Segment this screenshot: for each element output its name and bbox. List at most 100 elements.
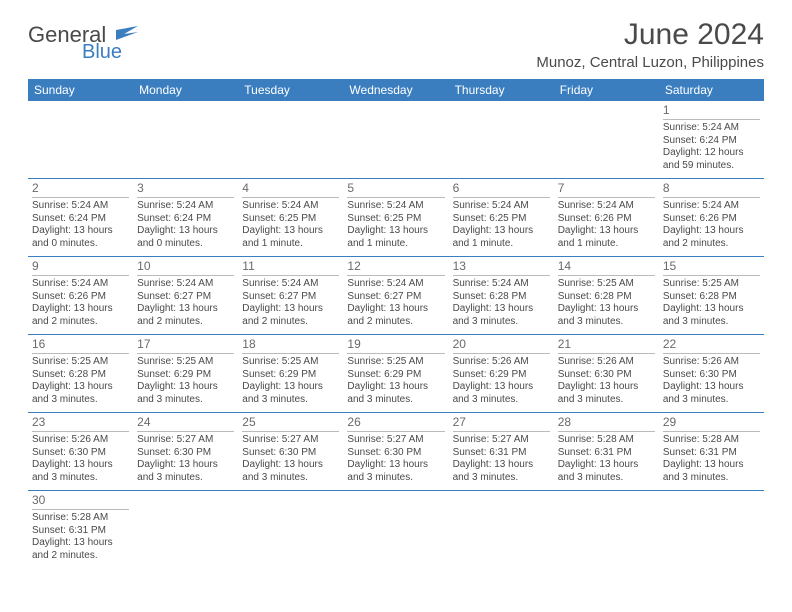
calendar-week-row: 1 Sunrise: 5:24 AMSunset: 6:24 PMDaylight… [28, 101, 764, 179]
day-header: Tuesday [238, 79, 343, 101]
day-details: Sunrise: 5:24 AMSunset: 6:26 PMDaylight:… [32, 278, 129, 328]
day-number: 9 [32, 259, 129, 276]
day-number: 1 [663, 103, 760, 120]
sunrise-text: Sunrise: 5:27 AM [242, 434, 339, 447]
calendar-cell [449, 491, 554, 569]
sunrise-text: Sunrise: 5:24 AM [663, 122, 760, 135]
sunset-text: Sunset: 6:24 PM [663, 135, 760, 148]
calendar-cell [238, 101, 343, 179]
daylight-text: Daylight: 13 hours and 3 minutes. [558, 381, 655, 406]
calendar-cell [554, 491, 659, 569]
daylight-text: Daylight: 13 hours and 3 minutes. [137, 459, 234, 484]
calendar-cell [554, 101, 659, 179]
sunrise-text: Sunrise: 5:26 AM [32, 434, 129, 447]
day-number: 18 [242, 337, 339, 354]
day-header: Friday [554, 79, 659, 101]
sunset-text: Sunset: 6:26 PM [32, 291, 129, 304]
calendar-cell: 20Sunrise: 5:26 AMSunset: 6:29 PMDayligh… [449, 335, 554, 413]
daylight-text: Daylight: 13 hours and 3 minutes. [453, 381, 550, 406]
day-details: Sunrise: 5:27 AMSunset: 6:30 PMDaylight:… [242, 434, 339, 484]
calendar-cell: 12Sunrise: 5:24 AMSunset: 6:27 PMDayligh… [343, 257, 448, 335]
sunrise-text: Sunrise: 5:28 AM [32, 512, 129, 525]
daylight-text: Daylight: 13 hours and 1 minute. [347, 225, 444, 250]
daylight-text: Daylight: 13 hours and 3 minutes. [663, 459, 760, 484]
day-number: 11 [242, 259, 339, 276]
calendar-week-row: 9Sunrise: 5:24 AMSunset: 6:26 PMDaylight… [28, 257, 764, 335]
calendar-cell: 2Sunrise: 5:24 AMSunset: 6:24 PMDaylight… [28, 179, 133, 257]
sunrise-text: Sunrise: 5:24 AM [242, 278, 339, 291]
day-number: 27 [453, 415, 550, 432]
daylight-text: Daylight: 13 hours and 3 minutes. [558, 459, 655, 484]
calendar-cell: 24Sunrise: 5:27 AMSunset: 6:30 PMDayligh… [133, 413, 238, 491]
sunset-text: Sunset: 6:29 PM [453, 369, 550, 382]
sunrise-text: Sunrise: 5:24 AM [558, 200, 655, 213]
calendar-cell: 21Sunrise: 5:26 AMSunset: 6:30 PMDayligh… [554, 335, 659, 413]
day-number: 15 [663, 259, 760, 276]
day-details: Sunrise: 5:27 AMSunset: 6:30 PMDaylight:… [347, 434, 444, 484]
calendar-cell: 8 Sunrise: 5:24 AMSunset: 6:26 PMDaylight… [659, 179, 764, 257]
calendar-cell: 15 Sunrise: 5:25 AMSunset: 6:28 PMDayligh… [659, 257, 764, 335]
sunrise-text: Sunrise: 5:24 AM [137, 200, 234, 213]
sunrise-text: Sunrise: 5:24 AM [32, 200, 129, 213]
calendar-table: Sunday Monday Tuesday Wednesday Thursday… [28, 79, 764, 568]
sunrise-text: Sunrise: 5:24 AM [137, 278, 234, 291]
calendar-cell: 6Sunrise: 5:24 AMSunset: 6:25 PMDaylight… [449, 179, 554, 257]
sunset-text: Sunset: 6:31 PM [32, 525, 129, 538]
sunset-text: Sunset: 6:29 PM [347, 369, 444, 382]
sunrise-text: Sunrise: 5:26 AM [558, 356, 655, 369]
day-header: Thursday [449, 79, 554, 101]
day-details: Sunrise: 5:25 AMSunset: 6:28 PMDaylight:… [32, 356, 129, 406]
calendar-cell: 25 Sunrise: 5:27 AMSunset: 6:30 PMDayligh… [238, 413, 343, 491]
daylight-text: Daylight: 13 hours and 0 minutes. [137, 225, 234, 250]
calendar-cell: 18Sunrise: 5:25 AMSunset: 6:29 PMDayligh… [238, 335, 343, 413]
calendar-cell: 11 Sunrise: 5:24 AMSunset: 6:27 PMDayligh… [238, 257, 343, 335]
day-details: Sunrise: 5:24 AMSunset: 6:26 PMDaylight:… [663, 200, 760, 250]
day-number: 16 [32, 337, 129, 354]
sunset-text: Sunset: 6:26 PM [558, 213, 655, 226]
day-details: Sunrise: 5:28 AMSunset: 6:31 PMDaylight:… [32, 512, 129, 562]
daylight-text: Daylight: 13 hours and 3 minutes. [242, 459, 339, 484]
calendar-cell: 14Sunrise: 5:25 AMSunset: 6:28 PMDayligh… [554, 257, 659, 335]
calendar-cell: 9 Sunrise: 5:24 AMSunset: 6:26 PMDaylight… [28, 257, 133, 335]
sunset-text: Sunset: 6:31 PM [558, 447, 655, 460]
sunrise-text: Sunrise: 5:25 AM [347, 356, 444, 369]
day-header: Saturday [659, 79, 764, 101]
sunset-text: Sunset: 6:30 PM [347, 447, 444, 460]
sunset-text: Sunset: 6:30 PM [32, 447, 129, 460]
calendar-cell [449, 101, 554, 179]
calendar-cell: 19Sunrise: 5:25 AMSunset: 6:29 PMDayligh… [343, 335, 448, 413]
sunrise-text: Sunrise: 5:24 AM [347, 200, 444, 213]
sunrise-text: Sunrise: 5:24 AM [663, 200, 760, 213]
calendar-cell: 17Sunrise: 5:25 AMSunset: 6:29 PMDayligh… [133, 335, 238, 413]
sunrise-text: Sunrise: 5:25 AM [137, 356, 234, 369]
day-number: 29 [663, 415, 760, 432]
day-number: 26 [347, 415, 444, 432]
calendar-cell: 28Sunrise: 5:28 AMSunset: 6:31 PMDayligh… [554, 413, 659, 491]
daylight-text: Daylight: 13 hours and 1 minute. [242, 225, 339, 250]
daylight-text: Daylight: 13 hours and 2 minutes. [242, 303, 339, 328]
sunrise-text: Sunrise: 5:25 AM [242, 356, 339, 369]
day-details: Sunrise: 5:27 AMSunset: 6:30 PMDaylight:… [137, 434, 234, 484]
day-details: Sunrise: 5:24 AMSunset: 6:27 PMDaylight:… [347, 278, 444, 328]
calendar-cell: 29Sunrise: 5:28 AMSunset: 6:31 PMDayligh… [659, 413, 764, 491]
sunrise-text: Sunrise: 5:24 AM [453, 200, 550, 213]
sunrise-text: Sunrise: 5:25 AM [32, 356, 129, 369]
day-number: 25 [242, 415, 339, 432]
sunset-text: Sunset: 6:27 PM [242, 291, 339, 304]
calendar-week-row: 16 Sunrise: 5:25 AMSunset: 6:28 PMDayligh… [28, 335, 764, 413]
day-number: 8 [663, 181, 760, 198]
day-details: Sunrise: 5:24 AMSunset: 6:24 PMDaylight:… [137, 200, 234, 250]
sunset-text: Sunset: 6:24 PM [32, 213, 129, 226]
daylight-text: Daylight: 13 hours and 3 minutes. [32, 381, 129, 406]
calendar-cell: 30Sunrise: 5:28 AMSunset: 6:31 PMDayligh… [28, 491, 133, 569]
page-title: June 2024 [536, 18, 764, 52]
sunset-text: Sunset: 6:25 PM [242, 213, 339, 226]
calendar-cell: 13Sunrise: 5:24 AMSunset: 6:28 PMDayligh… [449, 257, 554, 335]
day-details: Sunrise: 5:24 AMSunset: 6:24 PMDaylight:… [663, 122, 760, 172]
day-number: 6 [453, 181, 550, 198]
day-header: Monday [133, 79, 238, 101]
calendar-cell: 27Sunrise: 5:27 AMSunset: 6:31 PMDayligh… [449, 413, 554, 491]
day-details: Sunrise: 5:25 AMSunset: 6:28 PMDaylight:… [663, 278, 760, 328]
sunrise-text: Sunrise: 5:27 AM [137, 434, 234, 447]
day-number: 19 [347, 337, 444, 354]
